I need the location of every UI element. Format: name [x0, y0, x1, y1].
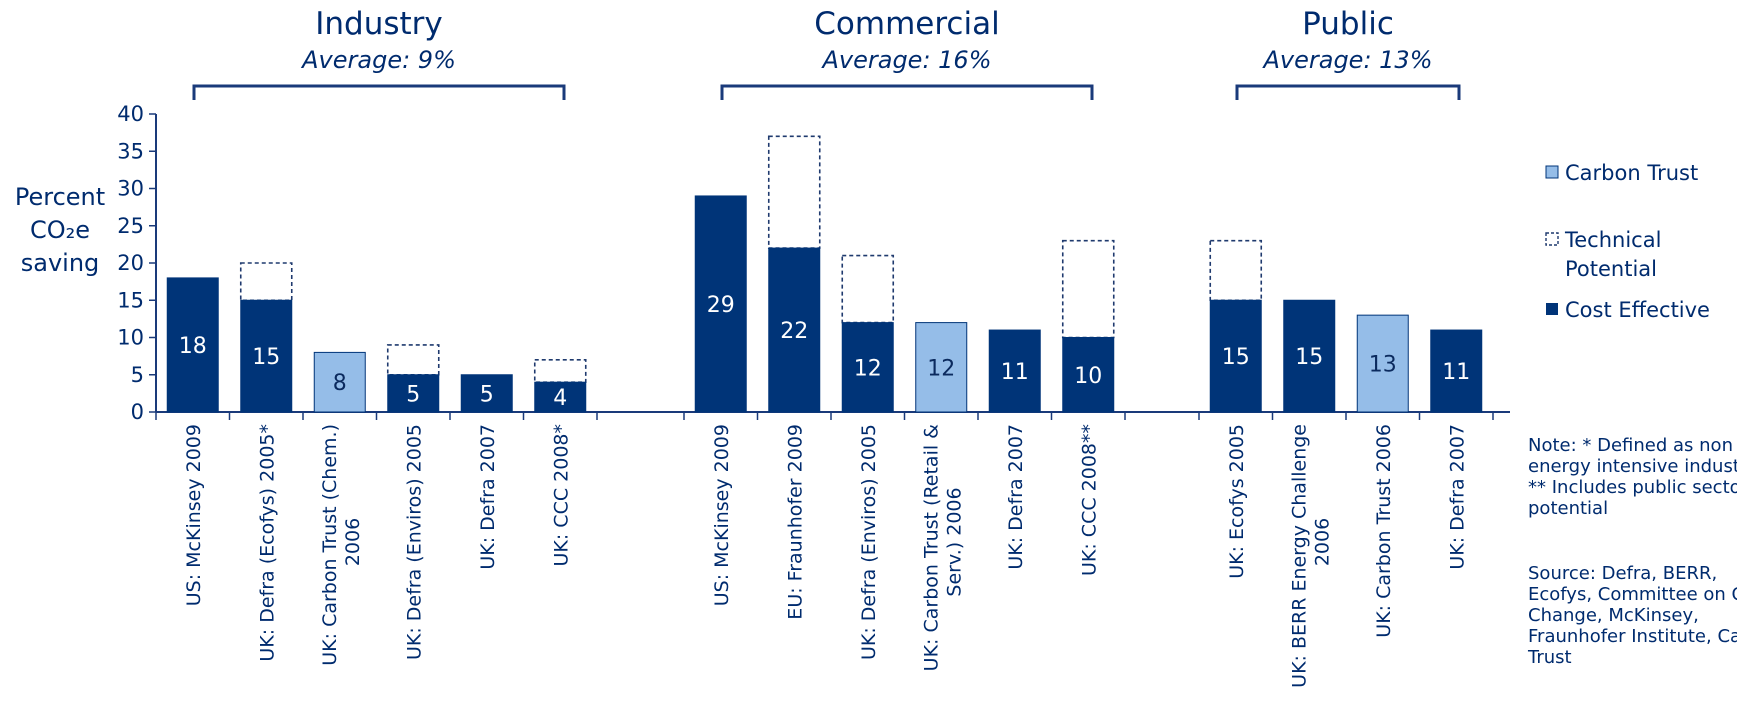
note-line: ** Includes public sector: [1528, 477, 1737, 498]
cost-effective-bar: [387, 374, 440, 413]
carbon-trust-bar: [915, 322, 968, 413]
legend-label-cost-effective: Cost Effective: [1565, 298, 1710, 322]
bar-value-label: 11: [1001, 360, 1029, 385]
cost-effective-bar: [534, 381, 587, 413]
source-line: Trust: [1527, 647, 1572, 668]
source-line: Ecofys, Committee on Climate: [1528, 584, 1737, 605]
cost-effective-bar: [768, 247, 821, 413]
carbon-trust-bar: [313, 351, 366, 413]
x-category-label-line2: 2006: [1311, 518, 1333, 566]
cost-effective-bar: [841, 322, 894, 413]
bar-value-label: 5: [480, 382, 494, 407]
cost-effective-bar: [1430, 329, 1483, 413]
group-subtitle: Average: 13%: [1261, 46, 1432, 74]
group-bracket: [720, 84, 1094, 100]
x-category-label: UK: Defra 2007: [1005, 424, 1027, 570]
technical-potential-bar: [239, 262, 293, 302]
x-category-label: UK: Defra 2007: [1446, 424, 1468, 570]
y-axis-label-line: Percent: [15, 183, 105, 211]
x-category-label: US: McKinsey 2009: [711, 424, 733, 606]
technical-potential-bar: [1209, 239, 1263, 302]
bar-value-label: 13: [1369, 353, 1397, 378]
cost-effective-bar: [240, 299, 293, 413]
cost-effective-bar: [1209, 299, 1262, 413]
source-line: Source: Defra, BERR,: [1528, 563, 1717, 584]
y-tick-label: 40: [117, 102, 144, 126]
technical-potential-bar: [1061, 239, 1115, 339]
cost-effective-bar: [460, 374, 513, 413]
technical-potential-bar: [841, 254, 895, 324]
group-title: Commercial: [814, 6, 999, 42]
bar-value-label: 12: [854, 356, 882, 381]
x-category-label: US: McKinsey 2009: [183, 424, 205, 606]
note-line: Note: * Defined as non: [1528, 435, 1733, 456]
technical-potential-bar: [533, 359, 587, 384]
bar-value-label: 4: [553, 386, 567, 411]
y-axis-label-line: saving: [21, 249, 100, 277]
y-tick-label: 15: [117, 288, 144, 312]
legend-label-technical-potential-line2: Potential: [1565, 257, 1657, 281]
y-tick-label: 35: [117, 139, 144, 163]
legend-label-carbon-trust: Carbon Trust: [1565, 161, 1698, 185]
bar-value-label: 22: [780, 319, 808, 344]
x-category-label: UK: Carbon Trust 2006: [1373, 424, 1395, 638]
bar-value-label: 5: [406, 382, 420, 407]
group-title: Public: [1302, 6, 1394, 42]
y-tick-label: 0: [131, 400, 144, 424]
x-category-label: UK: Defra 2007: [477, 424, 499, 570]
source-line: Change, McKinsey,: [1528, 605, 1699, 626]
cost-effective-bar: [694, 195, 747, 413]
bar-value-label: 29: [707, 293, 735, 318]
x-category-label: UK: CCC 2008*: [550, 424, 572, 567]
x-category-label-line2: Serv.) 2006: [943, 487, 965, 596]
group-subtitle: Average: 16%: [820, 46, 991, 74]
y-tick-label: 5: [131, 363, 144, 387]
x-category-label: UK: Defra (Enviros) 2005: [403, 424, 425, 660]
y-tick-label: 20: [117, 251, 144, 275]
group-bracket: [1235, 84, 1461, 100]
group-subtitle: Average: 9%: [300, 46, 456, 74]
bar-value-label: 18: [179, 334, 207, 359]
note-line: energy intensive industry: [1528, 456, 1737, 477]
legend-swatch-carbon-trust: [1545, 165, 1559, 179]
x-category-label: EU: Fraunhofer 2009: [784, 424, 806, 620]
x-category-label: UK: Ecofys 2005: [1226, 424, 1248, 579]
legend-swatch-technical-potential: [1545, 232, 1559, 246]
cost-effective-bar: [1283, 299, 1336, 413]
bar-value-label: 15: [1295, 345, 1323, 370]
note-line: potential: [1528, 498, 1608, 519]
cost-effective-bar: [988, 329, 1041, 413]
bar-value-label: 8: [333, 371, 347, 396]
carbon-trust-bar: [1356, 314, 1409, 413]
x-category-label-line2: 2006: [342, 518, 364, 566]
x-category-label: UK: Carbon Trust (Retail &: [920, 424, 942, 671]
technical-potential-bar: [386, 344, 440, 376]
cost-effective-bar: [166, 277, 219, 413]
x-category-label: UK: Defra (Ecofys) 2005*: [256, 424, 278, 662]
group-title: Industry: [315, 6, 443, 42]
bar-value-label: 11: [1442, 360, 1470, 385]
cost-effective-bar: [1062, 337, 1115, 413]
group-bracket: [192, 84, 566, 100]
legend-swatch-cost-effective: [1546, 303, 1558, 315]
x-category-label: UK: Defra (Enviros) 2005: [858, 424, 880, 660]
bar-value-label: 15: [1222, 345, 1250, 370]
technical-potential-bar: [767, 135, 821, 249]
y-axis-label-line: CO₂e: [30, 216, 90, 244]
legend-label-technical-potential: Technical: [1564, 228, 1661, 252]
x-category-label: UK: BERR Energy Challenge: [1288, 424, 1310, 688]
bar-value-label: 15: [252, 345, 280, 370]
bar-value-label: 10: [1074, 364, 1102, 389]
x-category-label: UK: CCC 2008**: [1078, 424, 1100, 576]
x-category-label: UK: Carbon Trust (Chem.): [319, 424, 341, 666]
bar-value-label: 12: [927, 356, 955, 381]
y-tick-label: 30: [117, 177, 144, 201]
y-tick-label: 10: [117, 326, 144, 350]
source-line: Fraunhofer Institute, Carbon: [1528, 626, 1737, 647]
y-tick-label: 25: [117, 214, 144, 238]
